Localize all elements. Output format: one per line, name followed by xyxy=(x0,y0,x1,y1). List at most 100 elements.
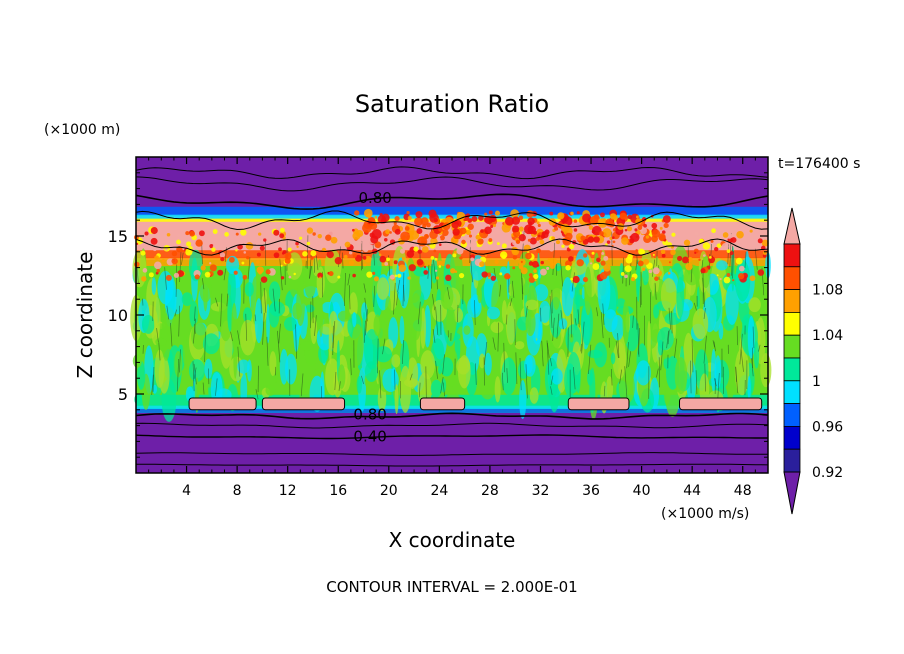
supersaturated-core xyxy=(602,228,612,238)
supersaturated-speckle xyxy=(195,239,203,247)
supersaturated-core xyxy=(570,211,574,216)
turbulent-streak xyxy=(484,352,492,376)
supersaturated-speckle xyxy=(592,263,600,271)
cell-contour xyxy=(484,341,488,365)
turbulent-streak xyxy=(610,352,616,365)
supersaturated-speckle xyxy=(488,276,491,279)
turbulent-streak xyxy=(529,387,539,404)
supersaturated-speckle xyxy=(539,268,547,276)
contour-line xyxy=(135,238,769,256)
turbulent-streak xyxy=(141,314,155,334)
cell-contour xyxy=(151,374,154,396)
cell-contour xyxy=(254,314,257,322)
supersaturated-core xyxy=(385,229,391,235)
cell-contour xyxy=(519,357,522,391)
x-tick-label: 32 xyxy=(532,483,550,499)
y-axis: 5 10 15 xyxy=(108,172,768,458)
supersaturated-speckle xyxy=(399,248,406,254)
supersaturated-speckle xyxy=(434,269,438,272)
supersaturated-speckle xyxy=(436,237,441,241)
supersaturated-speckle xyxy=(378,253,382,257)
supersaturated-speckle xyxy=(325,234,332,241)
cell-contour xyxy=(580,343,582,352)
turbulent-streak xyxy=(486,306,501,320)
supersaturated-speckle xyxy=(630,277,635,282)
supersaturated-speckle xyxy=(714,246,719,252)
colorbar-over-triangle xyxy=(783,207,801,245)
supersaturated-speckle xyxy=(761,239,769,247)
supersaturated-speckle xyxy=(293,272,296,276)
turbulent-streak xyxy=(356,375,363,394)
cell-contour xyxy=(152,366,155,392)
turbulent-streak xyxy=(399,315,405,345)
supersaturated-speckle xyxy=(603,255,609,261)
cell-contour xyxy=(175,264,178,297)
supersaturated-core xyxy=(599,231,604,236)
supersaturated-speckle xyxy=(384,261,389,266)
supersaturated-speckle xyxy=(486,272,492,277)
supersaturated-core xyxy=(493,224,497,228)
supersaturated-speckle xyxy=(317,233,322,239)
colorbar-tick-label: 0.92 xyxy=(812,465,843,481)
field-layer-0 xyxy=(136,412,768,473)
supersaturated-speckle xyxy=(363,263,367,267)
supersaturated-speckle xyxy=(551,236,555,241)
supersaturated-speckle xyxy=(153,247,157,252)
turbulent-streak xyxy=(265,384,276,396)
cell-contour xyxy=(474,300,476,326)
supersaturated-speckle xyxy=(660,249,666,255)
turbulent-streak xyxy=(316,266,325,299)
supersaturated-speckle xyxy=(546,266,550,270)
turbulent-streak xyxy=(268,281,281,304)
supersaturated-speckle xyxy=(372,271,376,275)
supersaturated-core xyxy=(659,226,663,230)
supersaturated-speckle xyxy=(235,232,239,236)
contour-line xyxy=(135,176,769,192)
supersaturated-speckle xyxy=(641,267,646,272)
cell-contour xyxy=(603,385,606,397)
supersaturated-core xyxy=(643,223,647,228)
supersaturated-speckle xyxy=(281,251,285,255)
supersaturated-speckle xyxy=(757,269,765,276)
turbulent-streak xyxy=(734,348,750,396)
turbulent-streak xyxy=(519,379,527,420)
cell-contour xyxy=(570,313,573,338)
supersaturated-speckle xyxy=(606,240,611,244)
turbulent-streak xyxy=(137,361,146,390)
colorbar-tick-label: 1.04 xyxy=(812,328,843,344)
turbulent-streak xyxy=(233,341,238,379)
supersaturated-speckle xyxy=(533,273,539,280)
supersaturated-speckle xyxy=(273,252,280,259)
supersaturated-speckle xyxy=(141,276,147,282)
supersaturated-speckle xyxy=(512,255,518,260)
cell-contour xyxy=(295,324,297,359)
supersaturated-speckle xyxy=(398,264,407,272)
turbulent-streak xyxy=(494,376,501,403)
turbulent-streak xyxy=(269,301,286,317)
supersaturated-speckle xyxy=(287,247,292,252)
supersaturated-speckle xyxy=(150,237,158,245)
cell-contour xyxy=(377,338,379,374)
supersaturated-speckle xyxy=(666,242,673,248)
cell-contour xyxy=(342,252,344,269)
turbulent-streak xyxy=(716,260,728,271)
supersaturated-core xyxy=(425,234,429,238)
turbulent-streak xyxy=(587,349,603,359)
supersaturated-speckle xyxy=(189,230,196,237)
turbulent-streak xyxy=(364,361,378,383)
supersaturated-core xyxy=(537,234,541,238)
cell-contour xyxy=(546,340,550,375)
turbulent-streak xyxy=(210,372,223,406)
cell-contour xyxy=(393,282,396,315)
turbulent-streak xyxy=(725,283,739,326)
supersaturated-speckle xyxy=(652,267,660,275)
supersaturated-speckle xyxy=(279,227,285,233)
turbulent-streak xyxy=(525,309,536,337)
supersaturated-speckle xyxy=(142,268,148,273)
cell-contour xyxy=(622,257,624,284)
turbulent-streak xyxy=(478,353,486,369)
cell-contour xyxy=(540,307,542,322)
turbulent-streak xyxy=(348,292,358,320)
cell-contour xyxy=(263,287,267,313)
supersaturated-speckle xyxy=(330,236,338,244)
